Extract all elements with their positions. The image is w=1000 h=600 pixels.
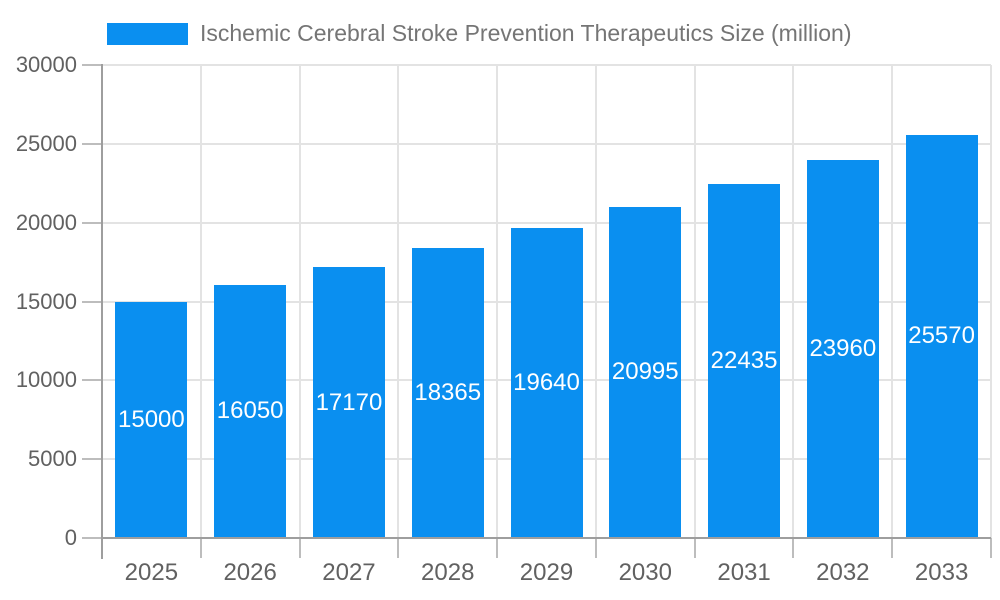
x-axis-tick <box>891 538 894 558</box>
x-axis-label: 2032 <box>816 559 870 586</box>
x-axis-label: 2031 <box>717 559 771 586</box>
y-axis-label: 20000 <box>15 209 77 235</box>
x-axis-tick <box>792 538 795 558</box>
bar-2028[interactable]: 18365 <box>411 248 484 538</box>
bar-value-label: 18365 <box>414 379 482 407</box>
gridline-horizontal <box>102 64 991 66</box>
y-axis-tick <box>82 300 102 303</box>
bar-value-label: 25570 <box>908 322 975 350</box>
bar-2030[interactable]: 20995 <box>609 206 682 538</box>
y-axis-label: 10000 <box>15 367 77 393</box>
x-axis-tick <box>990 538 992 558</box>
y-axis-line <box>101 64 103 559</box>
x-axis-tick <box>496 538 499 558</box>
x-axis-label: 2025 <box>124 559 179 586</box>
bar-value-label: 17170 <box>315 388 383 416</box>
x-axis-tick <box>199 538 202 558</box>
y-axis-tick <box>82 64 102 66</box>
gridline-vertical <box>792 65 795 538</box>
bar-value-label: 23960 <box>809 335 877 363</box>
y-axis-tick <box>82 537 102 539</box>
bar-2029[interactable]: 19640 <box>510 228 583 538</box>
y-axis-label: 25000 <box>15 130 77 156</box>
legend[interactable]: Ischemic Cerebral Stroke Prevention Ther… <box>107 20 852 47</box>
gridline-vertical <box>397 65 400 538</box>
x-axis-label: 2028 <box>421 559 475 586</box>
gridline-vertical <box>891 65 894 538</box>
y-axis-label: 0 <box>64 525 77 550</box>
bar-2031[interactable]: 22435 <box>708 184 781 538</box>
gridline-vertical <box>199 65 202 538</box>
x-axis-label: 2026 <box>223 559 277 586</box>
x-axis-label: 2030 <box>618 559 672 586</box>
x-axis-tick <box>693 538 696 558</box>
legend-swatch <box>107 22 188 45</box>
bar-value-label: 20995 <box>611 358 679 386</box>
y-axis-label: 30000 <box>15 52 77 77</box>
y-axis-tick <box>82 142 102 145</box>
x-axis-label: 2029 <box>519 559 574 586</box>
gridline-vertical <box>693 65 696 538</box>
y-axis-tick <box>82 379 102 382</box>
x-axis-label: 2027 <box>322 559 376 586</box>
bar-2033[interactable]: 25570 <box>905 134 978 538</box>
bar-value-label: 22435 <box>710 347 778 375</box>
y-axis-label: 5000 <box>28 446 77 472</box>
y-axis-tick <box>82 458 102 461</box>
x-axis-tick <box>594 538 597 558</box>
x-axis-tick <box>298 538 301 558</box>
x-axis-line <box>102 537 991 539</box>
gridline-vertical <box>990 65 992 538</box>
gridline-vertical <box>594 65 597 538</box>
gridline-horizontal <box>102 221 991 224</box>
bar-value-label: 16050 <box>216 397 284 425</box>
gridline-horizontal <box>102 142 991 145</box>
bar-2032[interactable]: 23960 <box>806 160 879 538</box>
gridline-vertical <box>298 65 301 538</box>
y-axis-label: 15000 <box>15 288 77 314</box>
x-axis-label: 2033 <box>914 559 969 586</box>
y-axis-tick <box>82 221 102 224</box>
x-axis-tick <box>397 538 400 558</box>
bar-value-label: 15000 <box>118 405 185 433</box>
bar-2025[interactable]: 15000 <box>115 301 188 538</box>
bar-value-label: 19640 <box>513 369 580 397</box>
bar-2027[interactable]: 17170 <box>312 267 385 538</box>
legend-label: Ischemic Cerebral Stroke Prevention Ther… <box>200 20 852 46</box>
bar-2026[interactable]: 16050 <box>214 284 287 538</box>
gridline-vertical <box>496 65 499 538</box>
